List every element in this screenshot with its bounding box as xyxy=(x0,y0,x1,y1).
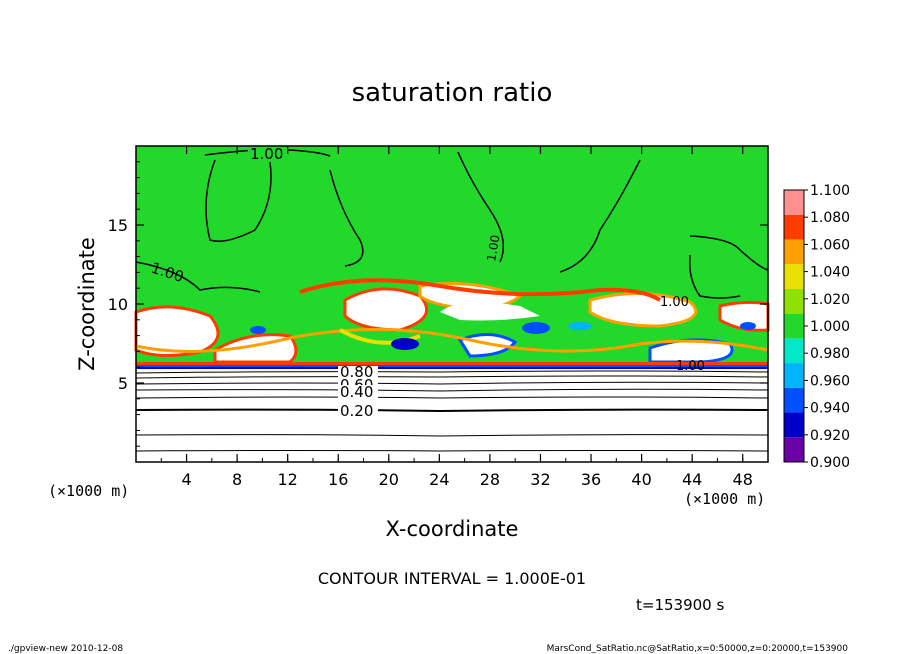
colorbar-level-label: 1.100 xyxy=(810,183,850,199)
x-tick-label: 40 xyxy=(631,470,651,489)
x-tick-label: 32 xyxy=(530,470,550,489)
x-tick-label: 20 xyxy=(379,470,399,489)
x-tick-label: 16 xyxy=(328,470,348,489)
contour-label: 0.40 xyxy=(340,383,373,401)
plot-area: 1.00 1.00 1.00 1.00 1.00 0.80 0.60 0.40 … xyxy=(134,145,770,463)
colorbar-swatch xyxy=(784,412,804,438)
x-axis: 4 8 12 16 20 24 28 32 36 40 44 48 xyxy=(160,146,753,489)
contour-label: 1.00 xyxy=(250,145,283,163)
contour-interval-text: CONTOUR INTERVAL = 1.000E-01 xyxy=(318,569,586,588)
colorbar-level-label: 0.920 xyxy=(810,428,850,444)
contour-label: 0.80 xyxy=(340,363,373,381)
colorbar-level-label: 1.080 xyxy=(810,210,850,226)
lower-contours xyxy=(135,370,769,452)
upper-contours xyxy=(135,148,769,299)
colorbar-swatch xyxy=(784,239,804,265)
contour-label: 1.00 xyxy=(676,359,705,374)
colorbar-level-label: 0.980 xyxy=(810,346,850,362)
colorbar-level-label: 0.940 xyxy=(810,401,850,417)
colorbar-level-label: 1.020 xyxy=(810,292,850,308)
contour-label: 1.00 xyxy=(484,234,502,263)
x-tick-label: 12 xyxy=(278,470,298,489)
colorbar-swatch xyxy=(784,437,804,462)
y-axis: 5 10 15 xyxy=(108,161,768,447)
x-unit-label-right: (×1000 m) xyxy=(684,490,765,508)
colorbar-swatch xyxy=(784,264,804,289)
contour-label: 1.00 xyxy=(660,295,689,310)
colorbar-swatch xyxy=(784,190,804,215)
time-text: t=153900 s xyxy=(636,596,724,614)
x-unit-label-left: (×1000 m) xyxy=(48,482,129,500)
x-tick-label: 48 xyxy=(733,470,753,489)
colorbar-swatch xyxy=(784,363,804,388)
x-tick-label: 28 xyxy=(480,470,500,489)
colorbar: 0.900 0.920 0.940 0.960 0.980 1.000 1.020 1.040… xyxy=(783,183,850,471)
colorbar-level-label: 0.960 xyxy=(810,373,850,389)
y-tick-label: 5 xyxy=(118,374,128,393)
x-tick-label: 24 xyxy=(429,470,449,489)
footer-right: MarsCond_SatRatio.nc@SatRatio,x=0:50000,… xyxy=(547,644,849,654)
colorbar-swatch xyxy=(784,214,804,240)
chart-title: saturation ratio xyxy=(352,78,553,108)
mixed-layer xyxy=(134,278,770,369)
colorbar-swatch xyxy=(784,338,804,364)
y-axis-label: Z-coordinate xyxy=(75,237,99,371)
x-tick-label: 44 xyxy=(682,470,702,489)
x-tick-label: 4 xyxy=(181,470,191,489)
contour-label: 0.20 xyxy=(340,402,373,420)
footer-left: ./gpview-new 2010-12-08 xyxy=(8,644,123,654)
colorbar-swatch xyxy=(784,387,804,413)
colorbar-level-label: 0.900 xyxy=(810,455,850,471)
y-tick-label: 10 xyxy=(108,295,128,314)
colorbar-level-label: 1.040 xyxy=(810,265,850,281)
x-tick-label: 8 xyxy=(232,470,242,489)
saturated-region xyxy=(136,146,768,306)
x-tick-label: 36 xyxy=(581,470,601,489)
x-axis-label: X-coordinate xyxy=(386,517,519,541)
colorbar-level-label: 1.000 xyxy=(810,319,850,335)
y-tick-label: 15 xyxy=(108,216,128,235)
colorbar-swatch xyxy=(784,313,804,339)
colorbar-swatch xyxy=(784,288,804,314)
colorbar-level-label: 1.060 xyxy=(810,237,850,253)
